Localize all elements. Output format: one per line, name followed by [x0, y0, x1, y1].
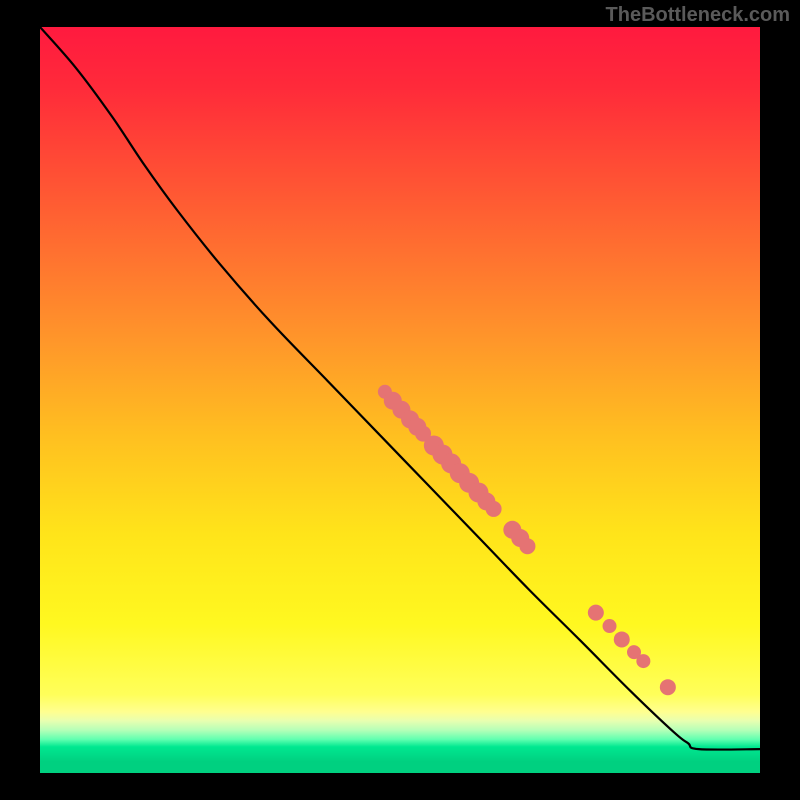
data-marker	[603, 619, 617, 633]
data-marker	[660, 679, 676, 695]
chart-svg	[40, 27, 760, 773]
data-marker	[614, 631, 630, 647]
data-marker	[519, 538, 535, 554]
data-marker	[486, 501, 502, 517]
data-marker	[636, 654, 650, 668]
watermark-text: TheBottleneck.com	[606, 4, 790, 27]
chart-container: TheBottleneck.com	[0, 0, 800, 800]
data-marker	[588, 605, 604, 621]
